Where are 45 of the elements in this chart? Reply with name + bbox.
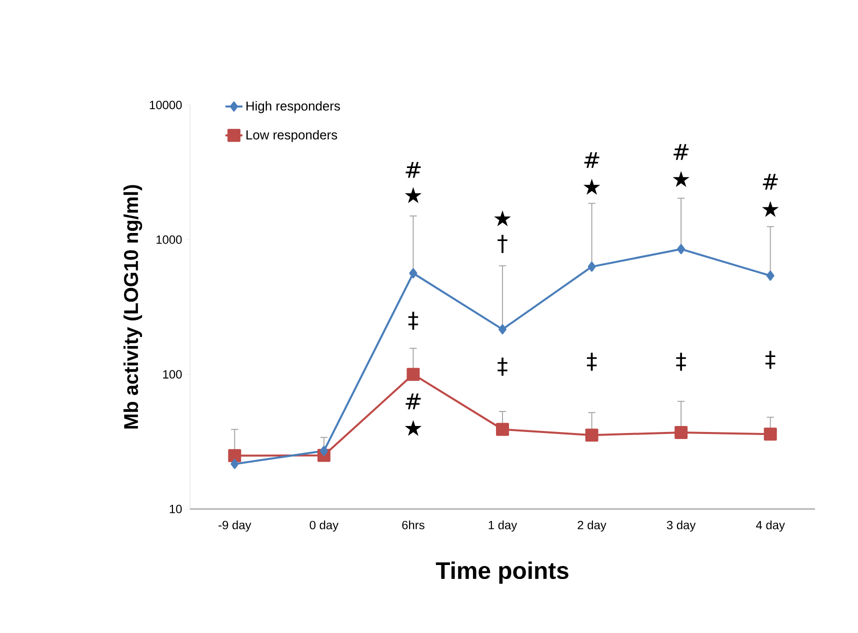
x-tick-label: 6hrs bbox=[402, 520, 424, 530]
point bbox=[320, 446, 328, 456]
legend-label: High responders bbox=[246, 101, 340, 114]
annotation: ★ bbox=[672, 171, 690, 187]
x-tick-label: -9 day bbox=[218, 520, 252, 532]
annotation: ‡ bbox=[765, 350, 776, 369]
x-tick-label: 2 day bbox=[578, 520, 606, 532]
point bbox=[406, 368, 420, 381]
point bbox=[230, 458, 239, 469]
x-tick-label: 1 day bbox=[488, 520, 518, 532]
x-tick-label: 4 day bbox=[756, 520, 785, 532]
annotation: # bbox=[406, 162, 421, 178]
annotation: ‡ bbox=[408, 312, 418, 330]
annotation: † bbox=[498, 234, 508, 253]
annotation: ★ bbox=[583, 178, 600, 195]
annotation: ★ bbox=[494, 210, 511, 226]
annotation: ★ bbox=[404, 420, 422, 436]
x-axis-title: Time points bbox=[436, 562, 568, 584]
annotation: ‡ bbox=[586, 352, 597, 371]
x-tick-label: 0 day bbox=[310, 520, 339, 532]
y-tick-label: 1000 bbox=[156, 235, 182, 244]
annotation: # bbox=[584, 152, 600, 168]
point bbox=[498, 324, 506, 334]
point bbox=[764, 428, 777, 441]
point bbox=[674, 426, 688, 439]
annotation: # bbox=[762, 174, 778, 190]
point bbox=[588, 262, 596, 272]
annotation: # bbox=[674, 144, 689, 160]
y-tick-label: 100 bbox=[163, 370, 182, 379]
annotation: ‡ bbox=[676, 352, 686, 371]
point bbox=[766, 270, 774, 281]
annotation: ‡ bbox=[498, 358, 508, 376]
annotation: ★ bbox=[404, 187, 422, 204]
point bbox=[585, 428, 598, 442]
point bbox=[677, 244, 686, 254]
y-axis-title: Mb activity (LOG10 ng/ml) bbox=[123, 185, 142, 429]
y-tick-label: 10000 bbox=[150, 100, 182, 110]
legend-label: Low responders bbox=[246, 130, 338, 142]
point bbox=[228, 449, 242, 462]
x-tick-label: 3 day bbox=[666, 520, 696, 532]
y-tick-label: 10 bbox=[170, 504, 182, 514]
point bbox=[409, 268, 418, 278]
annotation: ★ bbox=[762, 200, 779, 217]
annotation: # bbox=[406, 393, 421, 410]
point bbox=[496, 422, 509, 436]
